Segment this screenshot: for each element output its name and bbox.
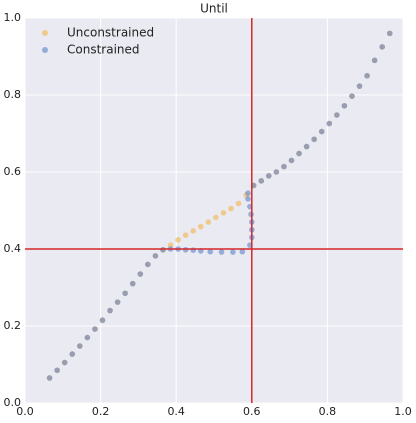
point [160, 246, 166, 253]
point [356, 83, 363, 89]
point [364, 72, 370, 79]
point [273, 169, 280, 175]
point [311, 136, 317, 143]
point [288, 157, 295, 164]
point [129, 280, 136, 287]
point [54, 367, 60, 374]
point [228, 205, 234, 212]
point [84, 334, 91, 341]
y-tick-label: 0.4 [4, 242, 22, 255]
point [239, 248, 246, 255]
point [334, 112, 340, 118]
x-tick-label: 0.2 [92, 405, 110, 418]
y-tick-label: 0.2 [4, 319, 22, 332]
point [145, 261, 151, 268]
point [281, 163, 287, 170]
legend-text: Unconstrained [67, 26, 154, 40]
point [122, 290, 128, 297]
x-tick-label: 0.8 [319, 405, 337, 418]
point [220, 210, 227, 216]
point [182, 232, 189, 238]
y-tick-label: 0.6 [4, 165, 22, 178]
chart-title: Until [200, 2, 228, 16]
point [386, 30, 393, 37]
point [218, 249, 225, 255]
point [190, 228, 197, 234]
point [245, 196, 251, 202]
point [341, 102, 348, 109]
legend-marker [42, 47, 48, 53]
x-tick-label: 0.6 [243, 405, 261, 418]
y-tick-label: 1.0 [4, 11, 22, 24]
y-tick-label: 0.8 [4, 88, 22, 101]
point [182, 246, 189, 253]
point [205, 219, 212, 225]
point [303, 143, 310, 150]
legend-marker [42, 30, 48, 36]
point [248, 211, 254, 218]
x-tick-label: 0.4 [167, 405, 185, 418]
x-tick-label: 0.0 [16, 405, 34, 418]
point [197, 223, 204, 230]
point [190, 247, 197, 253]
point [167, 242, 174, 248]
point [379, 44, 386, 50]
point [245, 190, 251, 196]
point [46, 375, 53, 381]
x-tick-label: 1.0 [394, 405, 412, 418]
point [175, 236, 181, 243]
point [230, 249, 236, 255]
point [207, 248, 214, 255]
legend-text: Constrained [67, 43, 140, 57]
point [266, 173, 272, 179]
point [137, 271, 144, 277]
point [61, 359, 68, 366]
point [326, 120, 333, 127]
y-tick-label: 0.0 [4, 396, 22, 409]
point [69, 351, 76, 357]
point [114, 299, 121, 305]
point [92, 326, 98, 332]
point [213, 214, 219, 221]
point [258, 178, 265, 184]
point [371, 57, 378, 64]
point [77, 343, 83, 349]
point [296, 150, 302, 157]
point [99, 317, 106, 324]
point [235, 200, 242, 207]
point [152, 253, 159, 259]
point [349, 93, 355, 99]
point [107, 307, 113, 314]
point [318, 128, 325, 135]
